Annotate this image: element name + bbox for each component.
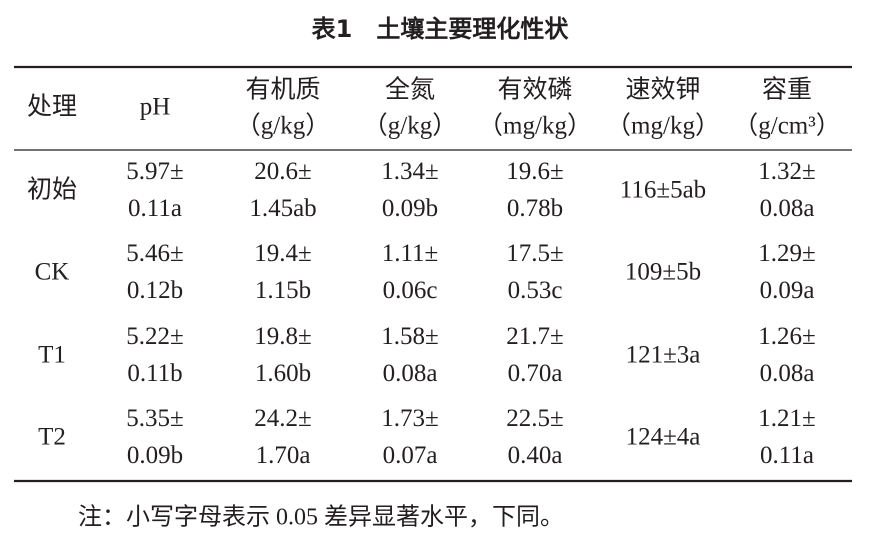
table-cell: 0.07a — [383, 442, 438, 469]
table-cell: 0.70a — [508, 360, 563, 387]
header-unit: （g/cm³） — [733, 112, 840, 140]
header-unit: （mg/kg） — [478, 112, 592, 140]
table-cell: 0.09b — [127, 442, 183, 469]
table-cell: 19.8± — [254, 323, 311, 350]
row-label: T1 — [38, 342, 66, 369]
table-cell: 0.11b — [127, 360, 182, 387]
table-cell: 1.58± — [381, 323, 438, 350]
table-cell: 5.35± — [126, 405, 183, 432]
table-cell: 0.11a — [760, 442, 814, 469]
table-note: 注：小写字母表示 0.05 差异显著水平，下同。 — [78, 504, 564, 531]
table-cell: 21.7± — [506, 323, 563, 350]
table-cell: 1.21± — [758, 405, 815, 432]
header-unit: （g/kg） — [363, 112, 457, 140]
table-cell: 124±4a — [626, 424, 701, 451]
header-name: 有机质 — [245, 76, 320, 104]
header-name: 容重 — [762, 76, 812, 104]
table-cell: 0.09a — [760, 277, 815, 304]
table-cell: 1.34± — [381, 158, 438, 185]
table-cell: 5.46± — [126, 240, 183, 267]
table-cell: 1.29± — [758, 240, 815, 267]
table-cell: 0.08a — [383, 360, 438, 387]
table-cell: 24.2± — [254, 405, 311, 432]
table-cell: 0.40a — [508, 442, 563, 469]
table-cell: 0.53c — [508, 277, 563, 304]
table-cell: 1.73± — [381, 405, 438, 432]
table-cell: 0.08a — [760, 360, 815, 387]
table-cell: 19.6± — [506, 158, 563, 185]
header-name: 全氮 — [385, 76, 435, 104]
table-cell: 1.45ab — [249, 195, 316, 222]
table-cell: 116±5ab — [620, 177, 706, 204]
table-cell: 1.15b — [255, 277, 311, 304]
header-name: 处理 — [27, 93, 77, 121]
table-cell: 1.32± — [758, 158, 815, 185]
table-cell: 0.12b — [127, 277, 183, 304]
row-label: T2 — [38, 424, 66, 451]
table-cell: 19.4± — [254, 240, 311, 267]
row-label: CK — [35, 259, 70, 286]
header-unit: （mg/kg） — [606, 112, 720, 140]
table-cell: 0.06c — [383, 277, 438, 304]
header-name: 速效钾 — [625, 76, 700, 104]
table-cell: 22.5± — [506, 405, 563, 432]
table-cell: 0.08a — [760, 195, 815, 222]
table-cell: 109±5b — [625, 259, 701, 286]
header-unit: （g/kg） — [236, 112, 330, 140]
table-cell: 1.60b — [255, 360, 311, 387]
header-name: 有效磷 — [497, 76, 572, 104]
table-cell: 20.6± — [254, 158, 311, 185]
row-label: 初始 — [27, 176, 77, 204]
table-cell: 17.5± — [506, 240, 563, 267]
table-cell: 1.11± — [382, 240, 439, 267]
table-cell: 1.26± — [758, 323, 815, 350]
table-cell: 5.22± — [126, 323, 183, 350]
table-cell: 121±3a — [626, 342, 701, 369]
table-cell: 0.09b — [382, 195, 438, 222]
table-title: 表1 土壤主要理化性状 — [312, 15, 570, 43]
table-cell: 0.11a — [128, 195, 182, 222]
table-cell: 5.97± — [126, 158, 183, 185]
header-name: pH — [140, 94, 171, 121]
table-cell: 1.70a — [256, 442, 311, 469]
table-cell: 0.78b — [507, 195, 563, 222]
